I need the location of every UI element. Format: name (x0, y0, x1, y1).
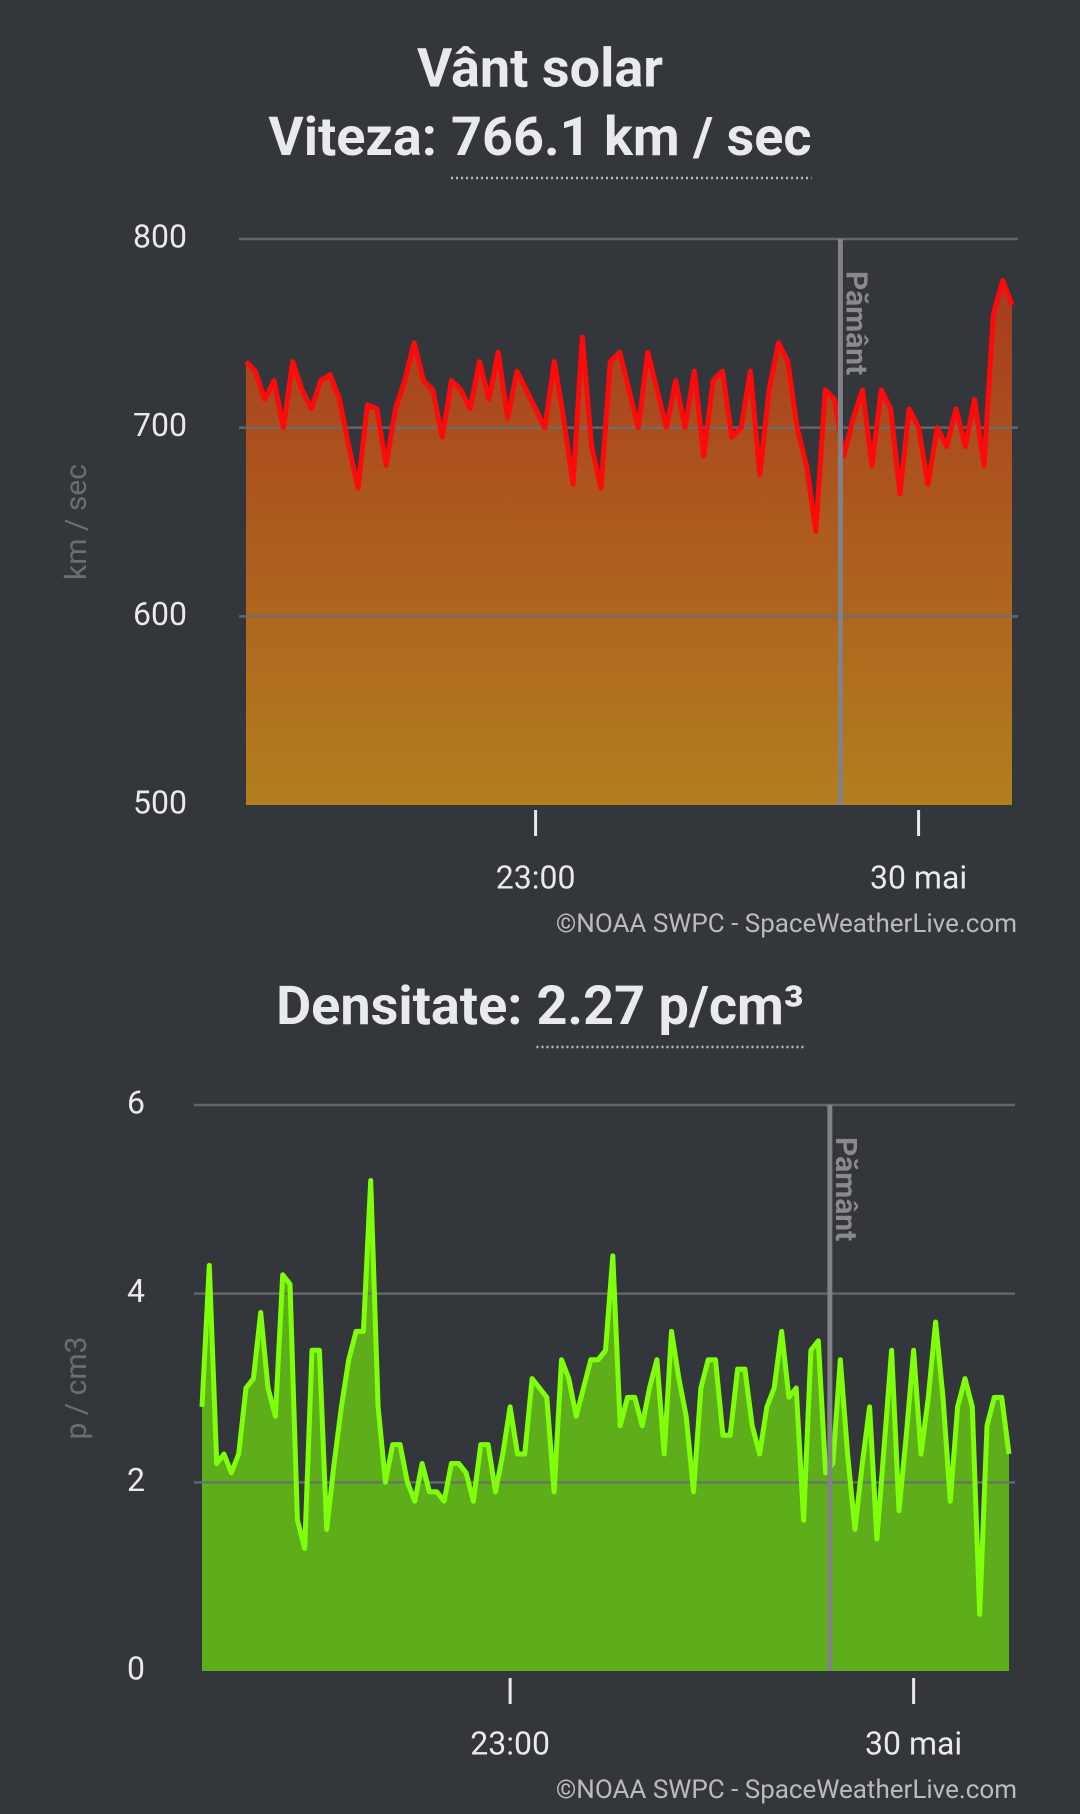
y-tick-label: 500 (133, 783, 187, 821)
x-tick-label: 23:00 (470, 1724, 550, 1762)
y-tick-label: 2 (127, 1461, 145, 1499)
y-tick-label: 800 (133, 217, 187, 255)
area (246, 280, 1012, 805)
chart-title: Vânt solar (417, 37, 663, 100)
line (244, 278, 1015, 534)
marker-label: Pământ (838, 271, 873, 375)
area (202, 1180, 1009, 1671)
y-tick-label: 4 (127, 1272, 145, 1310)
subtitle-label: Viteza: (268, 106, 437, 169)
y-tick-label: 700 (133, 406, 187, 444)
y-tick-label: 600 (133, 595, 187, 633)
line (199, 1178, 1012, 1617)
y-axis-label: p / cm3 (59, 1337, 94, 1440)
y-axis-label: km / sec (59, 464, 94, 580)
subtitle-label: Densitate: (276, 975, 522, 1038)
x-tick-label: 30 mai (870, 858, 967, 896)
source-credit: ©NOAA SWPC - SpaceWeatherLive.com (556, 1775, 1017, 1805)
marker-label: Pământ (828, 1137, 863, 1241)
chart-subtitle: Viteza: 766.1 km / sec (268, 106, 811, 169)
chart-subtitle: Densitate: 2.27 p/cm³ (276, 975, 804, 1038)
x-tick-label: 30 mai (865, 1724, 962, 1762)
y-tick-label: 6 (127, 1083, 145, 1121)
y-tick-label: 0 (127, 1649, 145, 1687)
subtitle-value: 766.1 km / sec (451, 106, 812, 169)
subtitle-value: 2.27 p/cm³ (536, 975, 803, 1038)
x-tick-label: 23:00 (496, 858, 576, 896)
source-credit: ©NOAA SWPC - SpaceWeatherLive.com (556, 909, 1017, 939)
